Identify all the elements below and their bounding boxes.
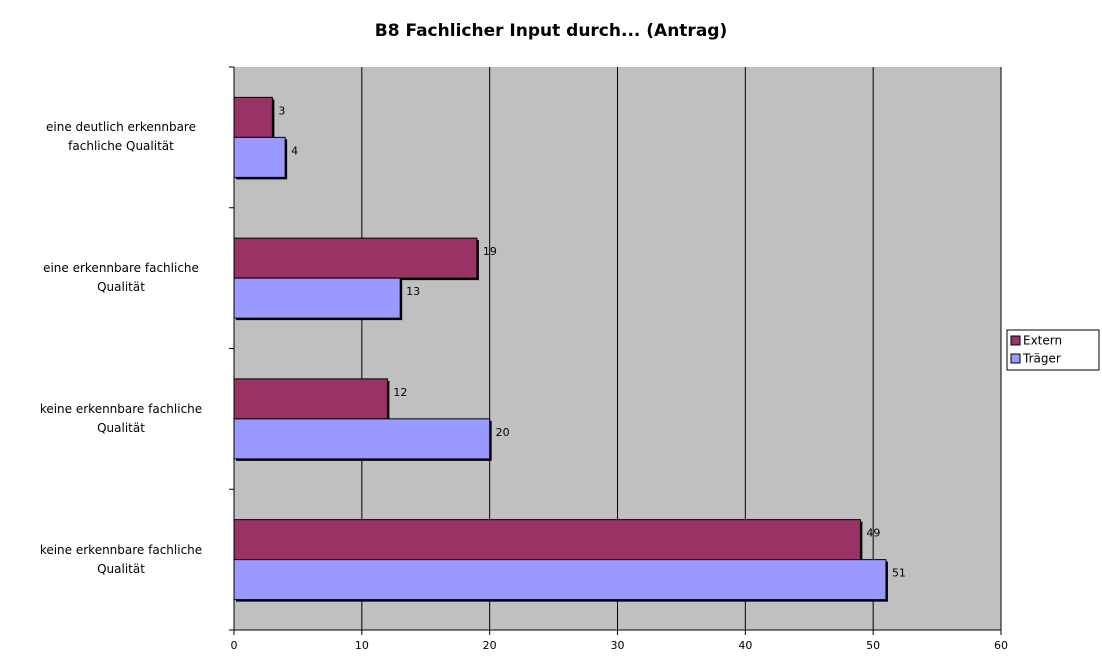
y-tick-label: keine erkennbare fachliche Qualität: [39, 401, 203, 435]
bar: [233, 237, 478, 279]
y-tick-label: eine erkennbare fachliche Qualität: [43, 261, 199, 295]
legend-box: [1006, 329, 1100, 371]
x-tick-label: 60: [994, 639, 1008, 652]
x-tick-label: 10: [355, 639, 369, 652]
x-tick-label: 30: [611, 639, 625, 652]
y-tick-label: keine erkennbare fachliche Qualität: [39, 542, 203, 576]
bar: [233, 378, 388, 420]
chart-title: B8 Fachlicher Input durch... (Antrag): [375, 21, 727, 41]
bar: [233, 96, 273, 138]
x-tick-label: 50: [866, 639, 880, 652]
y-tick-label: eine deutlich erkennbare fachliche Quali…: [46, 120, 196, 154]
data-label: 12: [393, 386, 407, 399]
bar: [233, 559, 887, 601]
data-label: 3: [278, 104, 285, 117]
bar: [233, 136, 286, 178]
data-label: 4: [291, 144, 298, 157]
data-label: 19: [483, 245, 497, 258]
legend-label: Träger: [1022, 352, 1061, 366]
x-tick-label: 20: [483, 639, 497, 652]
x-tick-label: 0: [231, 639, 238, 652]
data-label: 51: [892, 567, 906, 580]
legend-swatch: [1010, 335, 1021, 346]
legend-swatch: [1010, 353, 1021, 364]
data-label: 20: [496, 426, 510, 439]
x-tick-label: 40: [738, 639, 752, 652]
legend-label: Extern: [1023, 334, 1062, 348]
data-label: 49: [866, 527, 880, 540]
bar: [233, 519, 861, 561]
bar: [233, 418, 491, 460]
data-label: 13: [406, 285, 420, 298]
bar: [233, 277, 401, 319]
